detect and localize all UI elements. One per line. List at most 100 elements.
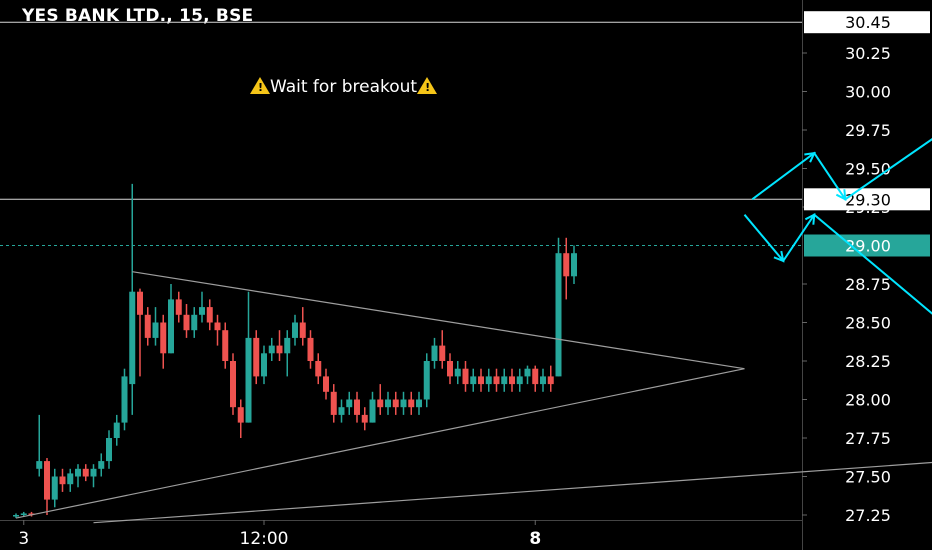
target-badge <box>804 11 930 34</box>
candle-body <box>191 314 198 331</box>
resistance-badge <box>804 188 930 211</box>
candle-body <box>284 337 291 354</box>
candle-body <box>175 299 182 315</box>
candle-body <box>299 322 306 338</box>
candle-body <box>59 476 66 485</box>
candle-body <box>454 368 461 377</box>
candle-body <box>214 322 221 331</box>
y-tick-label: 27.50 <box>845 468 891 487</box>
triangle-lower-line <box>15 368 745 519</box>
candle-body <box>292 322 298 338</box>
warning-icon: ! <box>250 77 270 94</box>
x-tick-label: 12:00 <box>240 529 289 549</box>
y-tick-label: 29.50 <box>845 160 891 179</box>
breakout-annotation: ! Wait for breakout! <box>250 77 438 97</box>
candle-body <box>82 468 89 477</box>
candle-body <box>555 253 562 377</box>
candle-body <box>369 399 376 423</box>
candle-body <box>237 407 244 423</box>
candle-body <box>106 438 112 462</box>
candle-body <box>28 513 35 515</box>
y-tick-label: 28.00 <box>845 391 891 410</box>
candle-body <box>509 376 515 385</box>
candle-body <box>485 376 492 385</box>
candle-body <box>90 468 97 477</box>
candle-body <box>51 476 58 500</box>
candle-body <box>13 515 19 517</box>
x-tick-label: 8 <box>529 529 541 549</box>
y-tick-label: 28.75 <box>845 275 891 294</box>
candle-body <box>129 291 136 385</box>
bullish-projection-turn-arrowhead <box>835 189 847 202</box>
candle-body <box>439 345 446 361</box>
y-tick-label: 27.25 <box>845 506 891 525</box>
candle-body <box>67 473 74 485</box>
candle-body <box>206 307 213 323</box>
candle-body <box>168 299 174 354</box>
y-tick-label: 29.75 <box>845 121 891 140</box>
candle-body <box>423 361 430 400</box>
candle-body <box>408 399 415 408</box>
candle-body <box>462 368 469 385</box>
candle-body <box>400 399 407 408</box>
last-price-badge <box>804 234 930 257</box>
candle-body <box>416 399 422 408</box>
chart-title: YES BANK LTD., 15, BSE <box>22 6 254 26</box>
candle-body <box>137 291 143 315</box>
candle-body <box>330 391 337 415</box>
y-tick-label: 30.00 <box>845 83 891 102</box>
long-trend-line <box>93 461 932 524</box>
candle-body <box>385 399 391 408</box>
candle-body <box>261 353 267 377</box>
warning-icon: ! <box>417 77 438 94</box>
candle-body <box>571 253 577 277</box>
candle-body <box>268 345 275 354</box>
candle-body <box>36 461 43 469</box>
resistance-label: 29.30 <box>845 190 891 209</box>
candle-body <box>152 322 159 338</box>
candle-body <box>245 337 252 423</box>
candle-body <box>377 399 384 408</box>
candle-body <box>199 307 205 315</box>
candle-body <box>563 253 570 277</box>
y-tick-label: 28.25 <box>845 352 891 371</box>
candle-body <box>361 414 368 423</box>
candle-body <box>44 461 50 500</box>
candle-body <box>121 376 128 423</box>
x-tick-label: 3 <box>18 529 29 549</box>
candle-body <box>470 376 477 385</box>
y-tick-label: 27.75 <box>845 429 891 448</box>
candle-body <box>230 361 236 408</box>
candle-body <box>323 376 329 392</box>
candle-body <box>253 337 260 377</box>
bearish-projection <box>743 213 932 315</box>
bullish-projection <box>751 138 932 201</box>
time-axis-bg <box>0 520 802 550</box>
y-tick-label: 30.25 <box>845 44 891 63</box>
candle-body <box>160 322 167 354</box>
candle-body <box>532 368 539 385</box>
candle-body <box>315 361 322 377</box>
triangle-upper-line <box>132 271 745 370</box>
candle-body <box>392 399 399 408</box>
candle-body <box>524 368 531 377</box>
candle-body <box>113 422 120 438</box>
candle-body <box>346 399 353 408</box>
bullish-projection-turn-arrowhead <box>804 151 816 163</box>
price-axis-bg <box>802 0 932 550</box>
candle-body <box>307 337 314 361</box>
candle-body <box>354 399 360 415</box>
candle-body <box>431 345 438 361</box>
target-label: 30.45 <box>845 13 891 32</box>
candle-body <box>75 468 81 477</box>
candle-body <box>144 314 151 338</box>
candle-body <box>447 361 453 377</box>
candle-body <box>183 314 190 331</box>
bearish-projection-turn-arrowhead <box>773 250 785 263</box>
candle-body <box>338 407 345 415</box>
candle-body <box>516 376 523 385</box>
candle-body <box>276 345 283 354</box>
candle-body <box>493 376 500 385</box>
candle-body <box>547 376 554 385</box>
